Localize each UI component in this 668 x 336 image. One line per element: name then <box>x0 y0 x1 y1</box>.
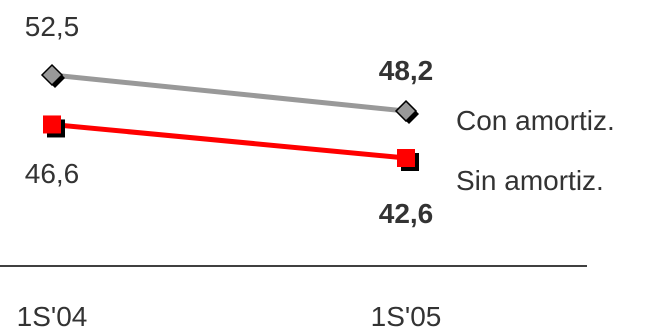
legend-label-con-amortiz: Con amortiz. <box>456 105 615 136</box>
data-label-con-amortiz-1s05: 48,2 <box>379 55 434 86</box>
series-con-amortiz: 52,5 48,2 Con amortiz. <box>25 11 615 136</box>
data-label-con-amortiz-1s04: 52,5 <box>25 11 80 42</box>
x-tick-label-1: 1S'05 <box>371 301 442 332</box>
diamond-marker <box>394 99 418 123</box>
data-label-sin-amortiz-1s05: 42,6 <box>379 198 434 229</box>
series-line-con-amortiz <box>51 72 407 114</box>
data-label-sin-amortiz-1s04: 46,6 <box>25 158 80 189</box>
series-line-sin-amortiz <box>51 121 407 161</box>
x-tick-label-0: 1S'04 <box>17 301 88 332</box>
legend-label-sin-amortiz: Sin amortiz. <box>456 165 604 196</box>
square-marker <box>43 115 61 134</box>
square-marker <box>397 149 415 167</box>
diamond-marker <box>40 63 64 87</box>
series-sin-amortiz: 46,6 42,6 Sin amortiz. <box>25 115 604 229</box>
